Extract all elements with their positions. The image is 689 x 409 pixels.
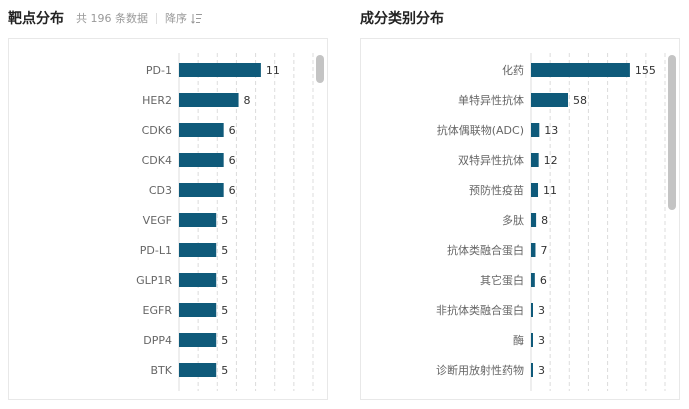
category-label: 非抗体类融合蛋白	[436, 303, 524, 317]
category-label: 诊断用放射性药物	[436, 363, 524, 377]
bar	[179, 63, 261, 77]
value-label: 5	[221, 274, 228, 287]
value-label: 8	[244, 94, 251, 107]
value-label: 6	[229, 184, 236, 197]
bar	[179, 183, 224, 197]
value-label: 12	[544, 154, 558, 167]
bar	[531, 363, 533, 377]
value-label: 5	[221, 244, 228, 257]
sort-label: 降序	[165, 12, 187, 25]
category-label: GLP1R	[136, 274, 172, 287]
data-count-meta: 共 196 条数据 降序	[76, 10, 203, 26]
value-label: 3	[538, 334, 545, 347]
bar	[179, 273, 217, 287]
bar	[531, 93, 569, 107]
category-bar-chart-svg: 化药 155 单特异性抗体 58 抗体偶联物(ADC) 13 双特异性抗体 12 预防性疫苗 11…	[436, 53, 666, 391]
category-label: HER2	[142, 94, 172, 107]
category-label: PD-1	[146, 64, 172, 77]
scrollbar-thumb[interactable]	[316, 55, 324, 83]
category-label: 其它蛋白	[480, 273, 524, 287]
bar	[179, 243, 217, 257]
value-label: 5	[221, 304, 228, 317]
value-label: 58	[573, 94, 587, 107]
bar	[531, 123, 540, 137]
value-label: 6	[229, 154, 236, 167]
scrollbar[interactable]	[316, 55, 324, 395]
category-label: 抗体偶联物(ADC)	[437, 123, 524, 137]
value-label: 6	[229, 124, 236, 137]
value-label: 8	[541, 214, 548, 227]
category-label: VEGF	[143, 214, 172, 227]
bar	[531, 63, 630, 77]
sort-button[interactable]: 降序	[165, 10, 203, 26]
category-label: CD3	[149, 184, 172, 197]
bar	[179, 93, 239, 107]
bar	[179, 153, 224, 167]
value-label: 5	[221, 214, 228, 227]
value-label: 3	[538, 364, 545, 377]
bar	[531, 153, 539, 167]
value-label: 3	[538, 304, 545, 317]
bar	[179, 333, 217, 347]
bar	[531, 213, 537, 227]
value-label: 6	[540, 274, 547, 287]
bar	[531, 333, 533, 347]
category-label: DPP4	[143, 334, 172, 347]
bar	[531, 273, 535, 287]
component-category-header: 成分类别分布	[360, 8, 444, 28]
panel-title-category: 成分类别分布	[360, 11, 444, 27]
bar	[179, 303, 217, 317]
value-label: 155	[635, 64, 656, 77]
value-label: 5	[221, 334, 228, 347]
value-label: 7	[540, 244, 547, 257]
category-label: CDK4	[142, 154, 172, 167]
category-label: 抗体类融合蛋白	[447, 243, 524, 257]
bar	[531, 303, 533, 317]
value-label: 11	[266, 64, 280, 77]
category-label: 单特异性抗体	[458, 93, 524, 107]
category-bar-chart: 化药 155 单特异性抗体 58 抗体偶联物(ADC) 13 双特异性抗体 12 预防性疫苗 11…	[360, 38, 680, 400]
target-bar-chart-svg: PD-1 11 HER2 8 CDK6 6 CDK4 6 CD3 6 VEGF 5 PD-L1 5 GLP1…	[136, 53, 314, 391]
category-label: 多肽	[502, 213, 524, 227]
target-bar-chart: PD-1 11 HER2 8 CDK6 6 CDK4 6 CD3 6 VEGF 5 PD-L1 5 GLP1…	[8, 38, 328, 400]
target-distribution-header: 靶点分布 共 196 条数据 降序	[8, 8, 203, 28]
category-label: 预防性疫苗	[469, 183, 524, 197]
value-label: 11	[543, 184, 557, 197]
divider	[156, 12, 157, 24]
category-label: EGFR	[143, 304, 173, 317]
bar	[179, 363, 217, 377]
category-label: 酶	[513, 334, 524, 347]
category-label: PD-L1	[140, 244, 172, 257]
bar	[531, 243, 536, 257]
data-count-text: 共 196 条数据	[76, 12, 148, 25]
category-label: CDK6	[142, 124, 172, 137]
category-label: 化药	[502, 63, 524, 77]
value-label: 13	[544, 124, 558, 137]
scrollbar[interactable]	[668, 55, 676, 395]
bar	[531, 183, 539, 197]
value-label: 5	[221, 364, 228, 377]
scrollbar-thumb[interactable]	[668, 55, 676, 210]
bar	[179, 213, 217, 227]
category-label: BTK	[151, 364, 173, 377]
sort-descending-icon	[191, 13, 202, 24]
panel-title-target: 靶点分布	[8, 11, 64, 27]
bar	[179, 123, 224, 137]
category-label: 双特异性抗体	[458, 153, 524, 167]
